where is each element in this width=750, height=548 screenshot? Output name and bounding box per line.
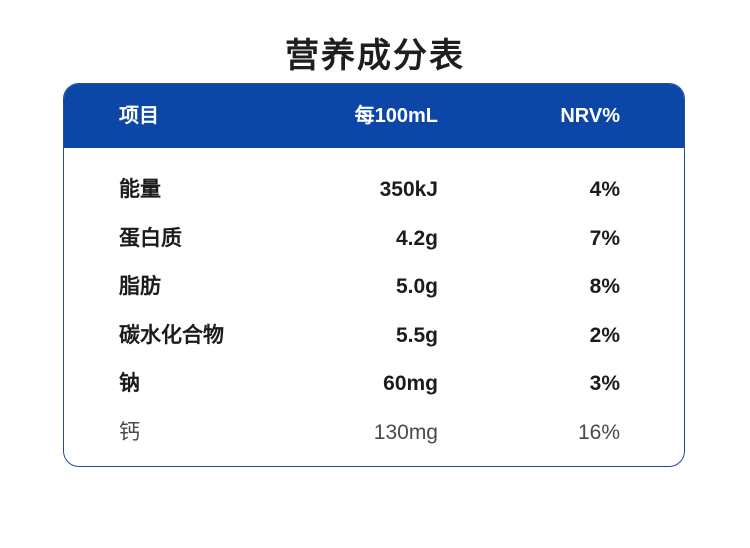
row-nrv: 16% <box>577 420 620 444</box>
row-per-100ml: 5.0g <box>395 275 438 298</box>
row-per-100ml: 60mg <box>383 372 438 395</box>
page-title: 营养成分表 <box>285 37 465 75</box>
header-nrv: NRV% <box>560 105 620 127</box>
row-per-100ml: 130mg <box>373 420 438 444</box>
row-item: 碳水化合物 <box>119 323 224 347</box>
row-item: 钠 <box>119 372 140 395</box>
row-nrv: 2% <box>589 323 620 347</box>
row-per-100ml: 350kJ <box>379 178 438 201</box>
row-nrv: 8% <box>589 275 620 298</box>
row-item: 脂肪 <box>119 275 161 298</box>
table-row: 能量 350kJ 4% <box>64 166 684 215</box>
row-item: 钙 <box>119 420 140 444</box>
header-per-100ml: 每100mL <box>354 105 438 127</box>
table-row: 脂肪 5.0g 8% <box>64 263 684 312</box>
table-header: 项目 每100mL NRV% <box>64 84 684 148</box>
table-row: 钙 130mg 16% <box>64 409 684 458</box>
table-row: 蛋白质 4.2g 7% <box>64 215 684 264</box>
row-nrv: 3% <box>589 372 620 395</box>
header-item: 项目 <box>119 105 159 127</box>
table-row: 碳水化合物 5.5g 2% <box>64 312 684 361</box>
row-item: 能量 <box>119 178 161 201</box>
row-item: 蛋白质 <box>119 226 182 250</box>
table-row: 钠 60mg 3% <box>64 360 684 409</box>
table-body: 能量 350kJ 4% 蛋白质 4.2g 7% 脂肪 5.0g 8% 碳水化合物… <box>64 166 684 457</box>
row-nrv: 4% <box>589 178 620 201</box>
nutrition-table: 项目 每100mL NRV% 能量 350kJ 4% 蛋白质 4.2g 7% 脂… <box>63 83 685 467</box>
row-per-100ml: 5.5g <box>395 323 438 347</box>
row-nrv: 7% <box>589 226 620 250</box>
row-per-100ml: 4.2g <box>395 226 438 250</box>
